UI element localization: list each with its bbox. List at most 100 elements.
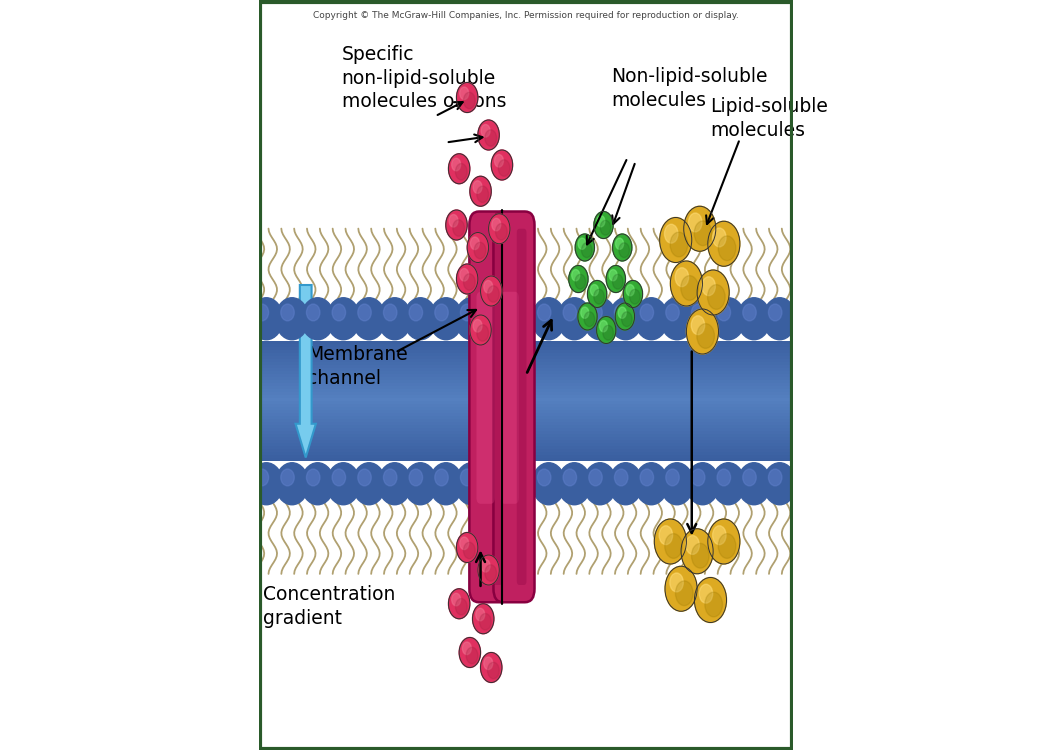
Circle shape: [594, 211, 613, 238]
Ellipse shape: [609, 298, 642, 340]
Text: Lipid-soluble
molecules: Lipid-soluble molecules: [710, 98, 828, 140]
Bar: [259, 401, 793, 404]
Circle shape: [684, 206, 715, 251]
Bar: [259, 395, 793, 398]
Circle shape: [624, 280, 643, 308]
Ellipse shape: [609, 463, 642, 505]
Circle shape: [451, 158, 461, 171]
Ellipse shape: [532, 298, 565, 340]
Circle shape: [477, 186, 488, 202]
Ellipse shape: [409, 304, 423, 321]
Bar: [259, 452, 793, 455]
Ellipse shape: [563, 304, 576, 321]
Circle shape: [467, 232, 488, 262]
Circle shape: [481, 652, 502, 682]
Circle shape: [474, 242, 486, 259]
Circle shape: [448, 589, 470, 619]
Bar: [259, 458, 793, 461]
Circle shape: [476, 608, 485, 621]
Bar: [259, 443, 793, 446]
Bar: [259, 380, 793, 383]
Circle shape: [485, 565, 497, 581]
Circle shape: [593, 290, 604, 304]
Ellipse shape: [640, 469, 653, 486]
Circle shape: [681, 276, 699, 300]
Ellipse shape: [768, 304, 782, 321]
Circle shape: [494, 154, 504, 167]
Circle shape: [719, 534, 735, 558]
Bar: [259, 371, 793, 374]
Circle shape: [491, 150, 512, 180]
Bar: [259, 392, 793, 395]
Circle shape: [619, 307, 626, 319]
Ellipse shape: [712, 298, 745, 340]
Ellipse shape: [686, 463, 720, 505]
Bar: [259, 437, 793, 440]
Ellipse shape: [404, 298, 437, 340]
Text: Non-lipid-soluble
molecules: Non-lipid-soluble molecules: [611, 68, 768, 110]
FancyBboxPatch shape: [493, 211, 534, 602]
Ellipse shape: [691, 304, 705, 321]
Circle shape: [448, 154, 470, 184]
Ellipse shape: [332, 469, 346, 486]
Circle shape: [702, 277, 715, 296]
Ellipse shape: [332, 304, 346, 321]
Circle shape: [626, 284, 634, 296]
Circle shape: [615, 238, 624, 250]
Circle shape: [569, 266, 588, 292]
Circle shape: [691, 543, 709, 568]
Ellipse shape: [558, 298, 591, 340]
Bar: [259, 425, 793, 428]
Ellipse shape: [763, 463, 796, 505]
Ellipse shape: [584, 463, 616, 505]
Circle shape: [452, 220, 465, 236]
Bar: [259, 377, 793, 380]
Circle shape: [481, 276, 502, 306]
Circle shape: [696, 324, 714, 348]
Ellipse shape: [686, 298, 720, 340]
Ellipse shape: [434, 469, 448, 486]
Circle shape: [472, 604, 494, 634]
Circle shape: [712, 228, 726, 247]
Circle shape: [665, 224, 677, 243]
FancyBboxPatch shape: [477, 292, 494, 504]
Circle shape: [697, 270, 729, 315]
Circle shape: [708, 519, 740, 564]
Ellipse shape: [563, 469, 576, 486]
Ellipse shape: [456, 298, 488, 340]
FancyBboxPatch shape: [492, 229, 503, 585]
Bar: [259, 347, 793, 350]
Circle shape: [485, 130, 497, 146]
Circle shape: [460, 87, 469, 100]
Circle shape: [484, 280, 492, 293]
Ellipse shape: [352, 298, 385, 340]
Circle shape: [578, 303, 598, 330]
Circle shape: [600, 220, 611, 236]
Ellipse shape: [352, 463, 385, 505]
Bar: [259, 422, 793, 425]
Ellipse shape: [379, 463, 411, 505]
Circle shape: [596, 316, 615, 344]
Bar: [259, 353, 793, 356]
Bar: [259, 368, 793, 371]
Ellipse shape: [434, 304, 448, 321]
Circle shape: [596, 215, 605, 227]
Circle shape: [694, 578, 727, 622]
Circle shape: [481, 124, 490, 137]
Circle shape: [670, 261, 703, 306]
Circle shape: [606, 266, 626, 292]
Circle shape: [571, 269, 580, 281]
Bar: [259, 383, 793, 386]
Ellipse shape: [276, 298, 308, 340]
Circle shape: [470, 237, 480, 250]
Ellipse shape: [743, 304, 756, 321]
Ellipse shape: [763, 298, 796, 340]
Ellipse shape: [589, 469, 602, 486]
FancyBboxPatch shape: [501, 292, 519, 504]
Circle shape: [581, 307, 589, 319]
Ellipse shape: [461, 304, 473, 321]
Bar: [259, 386, 793, 389]
Circle shape: [694, 220, 712, 246]
Bar: [259, 413, 793, 416]
Circle shape: [457, 264, 478, 294]
